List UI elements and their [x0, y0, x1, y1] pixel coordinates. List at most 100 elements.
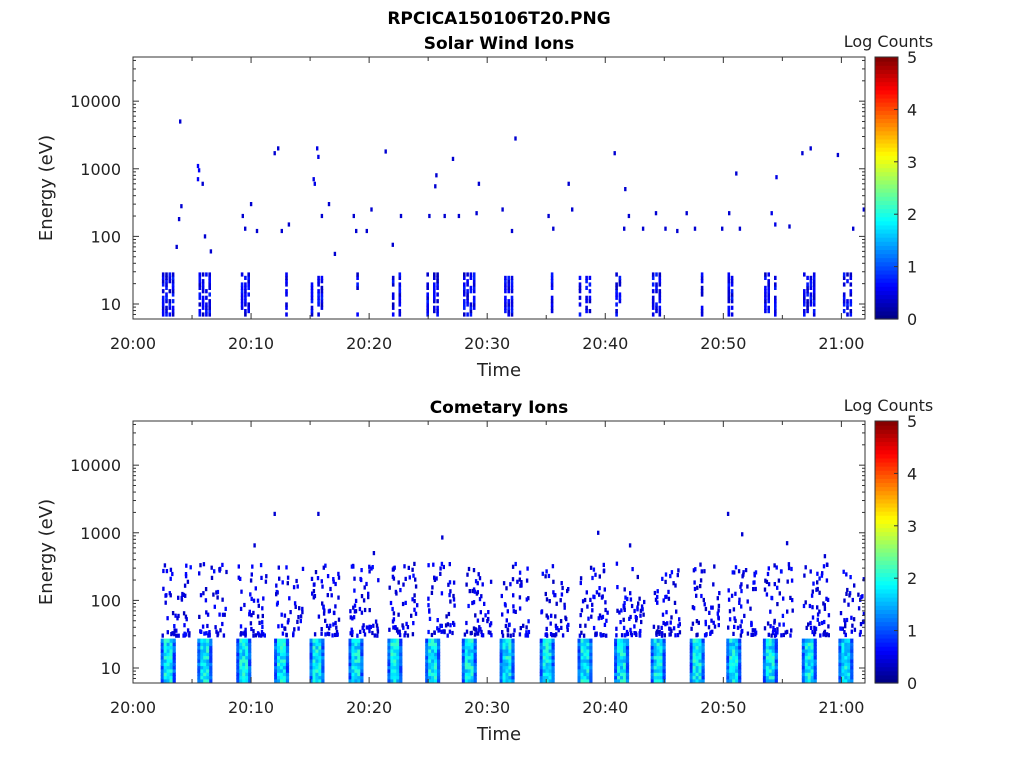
spectrogram-cell: [774, 295, 777, 300]
spectrogram-cell: [402, 582, 405, 587]
spectrogram-cell: [735, 651, 739, 657]
spectrogram-cell: [583, 668, 587, 673]
spectrogram-cell: [620, 655, 624, 660]
spectrogram-cell: [437, 678, 441, 683]
spectrogram-cell: [577, 658, 581, 663]
spectrogram-cell: [629, 627, 632, 632]
colorbar-step: [875, 437, 898, 443]
spectrogram-cell: [368, 564, 371, 569]
spectrogram-cell: [399, 648, 403, 653]
spectrogram-cell: [388, 585, 391, 590]
spectrogram-cell: [625, 651, 630, 657]
spectrogram-cell: [768, 641, 772, 647]
spectrogram-cell: [502, 661, 506, 667]
spectrogram-cell: [208, 292, 211, 297]
spectrogram-cell: [242, 645, 246, 650]
spectrogram-cell: [803, 272, 806, 277]
spectrogram-cell: [173, 624, 176, 629]
spectrogram-cell: [261, 632, 265, 637]
spectrogram-cell: [557, 628, 560, 633]
spectrogram-cell: [589, 565, 593, 570]
spectrogram-cell: [653, 661, 657, 667]
spectrogram-cell: [765, 648, 769, 653]
spectrogram-cell: [461, 675, 465, 680]
spectrogram-cell: [790, 578, 794, 583]
spectrogram-cell: [169, 593, 172, 598]
spectrogram-cell: [277, 638, 281, 643]
spectrogram-cell: [768, 665, 772, 670]
spectrogram-cell: [473, 658, 477, 663]
spectrogram-cell: [163, 563, 167, 568]
spectrogram-cell: [208, 312, 211, 317]
colorbar-step: [875, 294, 898, 300]
spectrogram-cell: [693, 586, 697, 592]
spectrogram-cell: [399, 678, 403, 683]
spectrogram-cell: [735, 655, 739, 660]
spectrogram-cell: [387, 645, 391, 650]
spectrogram-cell: [548, 645, 552, 650]
spectrogram-cell: [163, 661, 167, 667]
spectrogram-cell: [812, 309, 816, 314]
spectrogram-cell: [499, 658, 503, 663]
spectrogram-cell: [208, 299, 211, 304]
spectrogram-cell: [507, 309, 510, 314]
spectrogram-cell: [399, 213, 403, 219]
spectrogram-cell: [662, 620, 665, 626]
spectrogram-cell: [437, 648, 441, 653]
spectrogram-cell: [551, 651, 555, 657]
spectrogram-cell: [848, 591, 852, 596]
spectrogram-cell: [525, 625, 528, 630]
spectrogram-cell: [809, 146, 812, 151]
colorbar-step: [875, 457, 898, 463]
spectrogram-cell: [803, 295, 806, 300]
spectrogram-cell: [433, 299, 436, 304]
spectrogram-cell: [452, 620, 455, 626]
spectrogram-cell: [810, 651, 814, 657]
spectrogram-cell: [466, 272, 469, 277]
spectrogram-cell: [844, 620, 847, 625]
spectrogram-cell: [859, 629, 862, 635]
spectrogram-cell: [555, 601, 558, 606]
spectrogram-cell: [402, 625, 405, 630]
spectrogram-cell: [589, 675, 593, 680]
spectrogram-cell: [762, 641, 767, 647]
spectrogram-cell: [588, 309, 592, 314]
spectrogram-cell: [801, 151, 804, 156]
spectrogram-cell: [857, 606, 861, 611]
spectrogram-cell: [813, 675, 817, 680]
spectrogram-cell: [242, 658, 246, 663]
spectrogram-cell: [242, 675, 246, 680]
spectrogram-cell: [703, 602, 706, 607]
spectrogram-cell: [578, 302, 582, 307]
spectrogram-cell: [464, 675, 468, 680]
spectrogram-cell: [466, 572, 469, 577]
spectrogram-cell: [198, 614, 201, 619]
spectrogram-cell: [812, 272, 816, 277]
spectrogram-cell: [618, 295, 622, 300]
spectrogram-cell: [464, 671, 468, 677]
spectrogram-cell: [510, 279, 514, 284]
spectrogram-cell: [432, 562, 435, 567]
spectrogram-cell: [440, 591, 444, 596]
spectrogram-cell: [348, 675, 352, 680]
spectrogram-cell: [161, 299, 165, 304]
spectrogram-cell: [735, 671, 739, 677]
spectrogram-cell: [472, 295, 476, 300]
spectrogram-cell: [393, 651, 397, 657]
spectrogram-cell: [256, 614, 260, 619]
colorbar-step: [875, 237, 898, 242]
spectrogram-cell: [313, 582, 316, 587]
spectrogram-cell: [813, 671, 817, 677]
spectrogram-cell: [275, 589, 278, 595]
spectrogram-cell: [620, 675, 624, 680]
spectrogram-cell: [411, 567, 414, 572]
spectrogram-cell: [511, 577, 515, 582]
spectrogram-cell: [701, 675, 705, 680]
spectrogram-cell: [524, 633, 527, 638]
spectrogram-cell: [801, 675, 805, 680]
spectrogram-cell: [582, 633, 586, 638]
spectrogram-cell: [324, 632, 327, 637]
spectrogram-cell: [172, 655, 176, 660]
spectrogram-cell: [433, 282, 436, 287]
spectrogram-cell: [434, 641, 438, 647]
